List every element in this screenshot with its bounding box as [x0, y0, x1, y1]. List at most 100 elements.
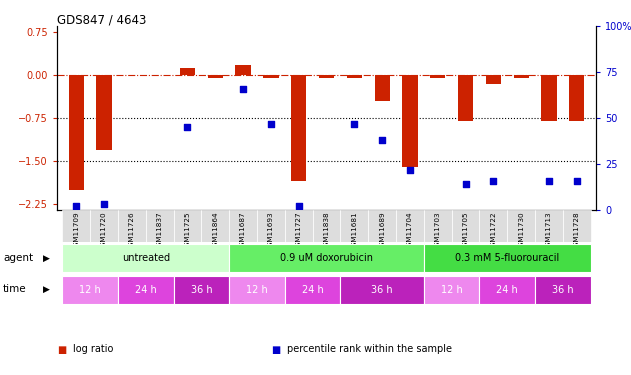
Bar: [480, 210, 507, 242]
Text: 12 h: 12 h: [441, 285, 463, 295]
Text: 0.3 mM 5-fluorouracil: 0.3 mM 5-fluorouracil: [455, 253, 560, 263]
Text: GSM11725: GSM11725: [184, 211, 191, 251]
Text: 24 h: 24 h: [497, 285, 518, 295]
Text: GSM11720: GSM11720: [101, 211, 107, 251]
Bar: [424, 276, 480, 304]
Text: ■: ■: [57, 345, 66, 354]
Point: [544, 178, 554, 184]
Bar: [319, 75, 334, 78]
Bar: [97, 75, 112, 150]
Bar: [396, 210, 424, 242]
Point: [71, 203, 81, 209]
Text: 36 h: 36 h: [191, 285, 212, 295]
Text: GSM11709: GSM11709: [73, 211, 80, 251]
Point: [266, 121, 276, 127]
Bar: [541, 75, 557, 121]
Bar: [535, 210, 563, 242]
Text: log ratio: log ratio: [73, 345, 113, 354]
Text: GSM11730: GSM11730: [518, 211, 524, 251]
Bar: [229, 276, 285, 304]
Text: ▶: ▶: [43, 254, 49, 262]
Bar: [174, 276, 229, 304]
Bar: [535, 276, 591, 304]
Bar: [341, 210, 369, 242]
Text: GSM11727: GSM11727: [296, 211, 302, 251]
Bar: [229, 210, 257, 242]
Text: time: time: [3, 285, 27, 294]
Point: [293, 203, 304, 209]
Text: 24 h: 24 h: [135, 285, 156, 295]
Text: 24 h: 24 h: [302, 285, 324, 295]
Point: [488, 178, 498, 184]
Bar: [146, 210, 174, 242]
Bar: [430, 75, 445, 78]
Text: GSM11728: GSM11728: [574, 211, 580, 251]
Bar: [257, 210, 285, 242]
Bar: [291, 75, 307, 181]
Text: GSM11689: GSM11689: [379, 211, 385, 251]
Bar: [507, 210, 535, 242]
Bar: [118, 276, 174, 304]
Point: [405, 166, 415, 172]
Point: [572, 178, 582, 184]
Bar: [263, 75, 278, 78]
Text: 36 h: 36 h: [372, 285, 393, 295]
Bar: [403, 75, 418, 167]
Point: [182, 124, 192, 130]
Bar: [369, 210, 396, 242]
Bar: [69, 75, 84, 190]
Bar: [514, 75, 529, 78]
Bar: [285, 276, 341, 304]
Text: GSM11864: GSM11864: [212, 211, 218, 251]
Bar: [424, 210, 452, 242]
Text: 0.9 uM doxorubicin: 0.9 uM doxorubicin: [280, 253, 373, 263]
Bar: [312, 210, 341, 242]
Text: GSM11704: GSM11704: [407, 211, 413, 251]
Text: 36 h: 36 h: [552, 285, 574, 295]
Point: [238, 86, 248, 92]
Bar: [486, 75, 501, 84]
Text: untreated: untreated: [122, 253, 170, 263]
Bar: [480, 276, 535, 304]
Point: [377, 137, 387, 143]
Bar: [62, 244, 229, 272]
Bar: [346, 75, 362, 78]
Text: 12 h: 12 h: [80, 285, 101, 295]
Point: [99, 201, 109, 207]
Bar: [375, 75, 390, 101]
Point: [350, 121, 360, 127]
Bar: [569, 75, 584, 121]
Text: GDS847 / 4643: GDS847 / 4643: [57, 13, 146, 26]
Bar: [180, 68, 195, 75]
Text: GSM11705: GSM11705: [463, 211, 469, 251]
Bar: [285, 210, 312, 242]
Bar: [201, 210, 229, 242]
Bar: [208, 75, 223, 78]
Bar: [424, 244, 591, 272]
Text: GSM11693: GSM11693: [268, 211, 274, 251]
Bar: [341, 276, 424, 304]
Text: GSM11703: GSM11703: [435, 211, 441, 251]
Text: GSM11681: GSM11681: [351, 211, 357, 251]
Point: [461, 181, 471, 187]
Text: agent: agent: [3, 253, 33, 263]
Bar: [118, 210, 146, 242]
Bar: [229, 244, 424, 272]
Text: GSM11837: GSM11837: [156, 211, 163, 251]
Bar: [174, 210, 201, 242]
Text: percentile rank within the sample: percentile rank within the sample: [287, 345, 452, 354]
Text: GSM11713: GSM11713: [546, 211, 552, 251]
Text: ▶: ▶: [43, 285, 49, 294]
Bar: [235, 65, 251, 75]
Bar: [90, 210, 118, 242]
Bar: [62, 276, 118, 304]
Text: ■: ■: [271, 345, 281, 354]
Text: GSM11726: GSM11726: [129, 211, 135, 251]
Text: 12 h: 12 h: [246, 285, 268, 295]
Text: GSM11687: GSM11687: [240, 211, 246, 251]
Bar: [563, 210, 591, 242]
Bar: [452, 210, 480, 242]
Bar: [62, 210, 90, 242]
Bar: [458, 75, 473, 121]
Text: GSM11838: GSM11838: [324, 211, 329, 251]
